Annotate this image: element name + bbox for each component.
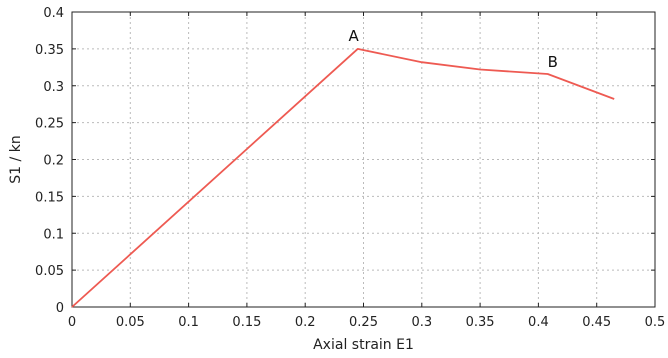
annotations: AB [349,27,558,71]
x-tick-label: 0.5 [645,315,666,330]
y-axis-label: S1 / kn [8,135,24,183]
x-tick-label: 0.15 [232,315,261,330]
y-tick-label: 0.25 [35,117,64,132]
y-tick-label: 0.2 [43,154,64,169]
annotation-label: A [349,27,360,45]
y-tick-label: 0.15 [35,190,64,205]
x-tick-label: 0.3 [411,315,432,330]
y-tick-label: 0.05 [35,264,64,279]
x-tick-label: 0.4 [528,315,549,330]
data-series [71,48,615,308]
y-tick-label: 0.3 [43,80,64,95]
grid-lines [72,12,655,307]
x-tick-label: 0.45 [582,315,611,330]
x-axis-label: Axial strain E1 [313,337,414,353]
x-tick-label: 0.25 [349,315,378,330]
y-tick-label: 0 [56,301,64,316]
x-tick-label: 0.35 [466,315,495,330]
y-tick-label: 0.4 [43,6,64,21]
x-tick-label: 0.05 [116,315,145,330]
series-line [71,48,615,308]
x-tick-label: 0.1 [178,315,199,330]
y-tick-label: 0.1 [43,227,64,242]
axis-ticks: 0 0.05 0.1 0.15 0.2 0.25 0.3 0.35 0.4 0.45 0.5 0 0.0… [35,6,665,330]
y-tick-label: 0.35 [35,43,64,58]
x-tick-label: 0.2 [295,315,316,330]
x-tick-label: 0 [68,315,76,330]
annotation-label: B [548,53,558,71]
